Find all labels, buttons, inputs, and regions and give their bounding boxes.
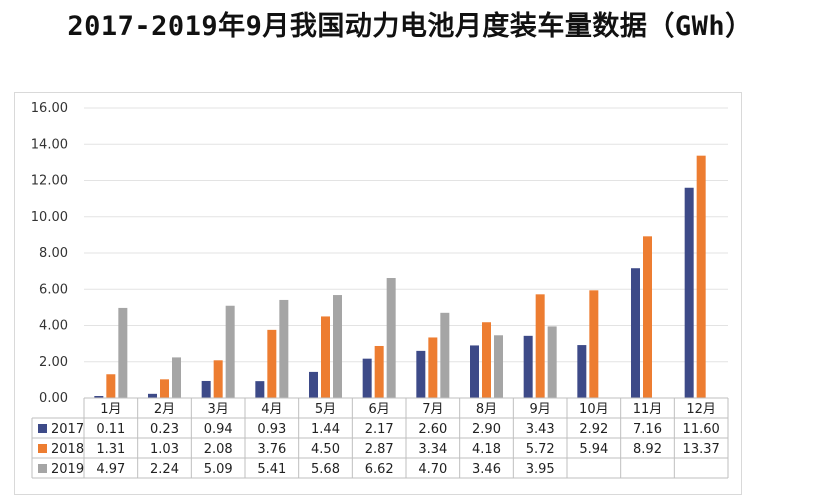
bar-2018: [321, 316, 330, 398]
data-label: 2.60: [418, 422, 447, 437]
bar-2017: [523, 335, 533, 398]
y-tick-label: 10.00: [31, 210, 68, 225]
legend-label-2017: 2017: [51, 422, 84, 437]
data-label: 5.41: [257, 462, 286, 477]
data-label: 5.72: [526, 442, 555, 457]
x-tick-label: 11月: [633, 402, 663, 417]
x-tick-label: 7月: [422, 402, 443, 417]
x-tick-label: 10月: [579, 402, 609, 417]
data-label: 2.87: [365, 442, 394, 457]
y-tick-label: 6.00: [39, 282, 68, 297]
bar-2017: [631, 268, 640, 398]
data-label: 0.23: [150, 422, 179, 437]
bar-2019: [440, 312, 450, 398]
y-tick-label: 0.00: [39, 391, 68, 406]
bar-2019: [386, 278, 396, 398]
bar-2018: [374, 345, 384, 398]
bar-2019: [118, 307, 128, 398]
bar-2018: [589, 290, 599, 398]
legend-label-2019: 2019: [51, 462, 84, 477]
bar-2018: [643, 236, 652, 398]
data-label: 1.03: [150, 442, 179, 457]
legend-swatch-2018: [38, 444, 47, 453]
bar-2019: [172, 357, 181, 398]
data-label: 4.70: [418, 462, 447, 477]
bar-2019: [547, 326, 557, 398]
x-tick-label: 3月: [208, 402, 229, 417]
data-label: 4.97: [96, 462, 125, 477]
data-label: 4.18: [472, 442, 501, 457]
bar-2018: [267, 329, 277, 398]
data-table: 1月 2月 3月 4月 5月 6月 7月 8月 9月 10月 11月 12月 2017 0.11 0.23 0…: [31, 397, 729, 479]
bars: [94, 155, 706, 398]
y-axis-tick-labels: 0.00 2.00 4.00 6.00 8.00 10.00 12.00 14.00 16.00: [31, 101, 68, 406]
x-tick-label: 12月: [686, 402, 716, 417]
data-label: 3.34: [418, 442, 447, 457]
x-tick-label: 9月: [530, 402, 551, 417]
bar-2017: [148, 393, 157, 398]
data-label: 2.17: [365, 422, 394, 437]
gridlines: [84, 107, 728, 363]
data-label: 3.76: [257, 442, 286, 457]
y-tick-label: 12.00: [31, 174, 68, 189]
bar-2017: [94, 396, 104, 398]
y-tick-label: 14.00: [31, 137, 68, 152]
bar-2018: [213, 360, 223, 398]
data-label: 0.94: [204, 422, 233, 437]
bar-2018: [696, 155, 706, 398]
bar-2019: [225, 305, 235, 398]
x-tick-label: 8月: [476, 402, 497, 417]
bar-2019: [279, 299, 289, 398]
y-tick-label: 2.00: [39, 355, 68, 370]
bar-2017: [255, 381, 265, 398]
bar-2018: [160, 379, 169, 398]
y-tick-label: 4.00: [39, 319, 68, 334]
data-label: 2.92: [579, 422, 608, 437]
data-label: 5.94: [579, 442, 608, 457]
data-label: 13.37: [683, 442, 720, 457]
page-title: 2017-2019年9月我国动力电池月度装车量数据（GWh）: [67, 11, 753, 42]
data-label: 4.50: [311, 442, 340, 457]
data-label: 3.46: [472, 462, 501, 477]
bar-2018: [428, 337, 438, 398]
legend-swatch-2017: [38, 424, 47, 433]
data-label: 5.68: [311, 462, 340, 477]
bar-2018: [482, 322, 491, 398]
data-label: 8.92: [633, 442, 662, 457]
y-tick-label: 16.00: [31, 101, 68, 116]
x-tick-label: 2月: [154, 402, 175, 417]
data-label: 3.43: [526, 422, 555, 437]
data-label: 6.62: [365, 462, 394, 477]
data-label: 11.60: [683, 422, 720, 437]
bar-2017: [470, 345, 479, 398]
bar-2017: [684, 187, 694, 398]
legend-swatch-2019: [38, 464, 47, 473]
data-label: 2.24: [150, 462, 179, 477]
x-tick-label: 4月: [261, 402, 282, 417]
data-label: 3.95: [526, 462, 555, 477]
data-label: 0.93: [257, 422, 286, 437]
data-label: 1.44: [311, 422, 340, 437]
data-label: 1.31: [96, 442, 125, 457]
data-label: 2.90: [472, 422, 501, 437]
data-label: 2.08: [204, 442, 233, 457]
legend-label-2018: 2018: [51, 442, 84, 457]
bar-2019: [494, 335, 503, 398]
x-tick-label: 5月: [315, 402, 336, 417]
bar-2018: [106, 374, 116, 398]
bar-2017: [416, 350, 426, 398]
data-label: 5.09: [204, 462, 233, 477]
x-tick-label: 6月: [369, 402, 390, 417]
bar-2017: [309, 371, 318, 398]
x-tick-label: 1月: [100, 402, 121, 417]
bar-2017: [577, 345, 587, 398]
bar-2017: [201, 380, 211, 398]
bar-2017: [362, 358, 372, 398]
bar-2019: [333, 295, 342, 398]
data-label: 7.16: [633, 422, 662, 437]
y-tick-label: 8.00: [39, 246, 68, 261]
bar-2018: [535, 294, 545, 398]
data-label: 0.11: [96, 422, 125, 437]
